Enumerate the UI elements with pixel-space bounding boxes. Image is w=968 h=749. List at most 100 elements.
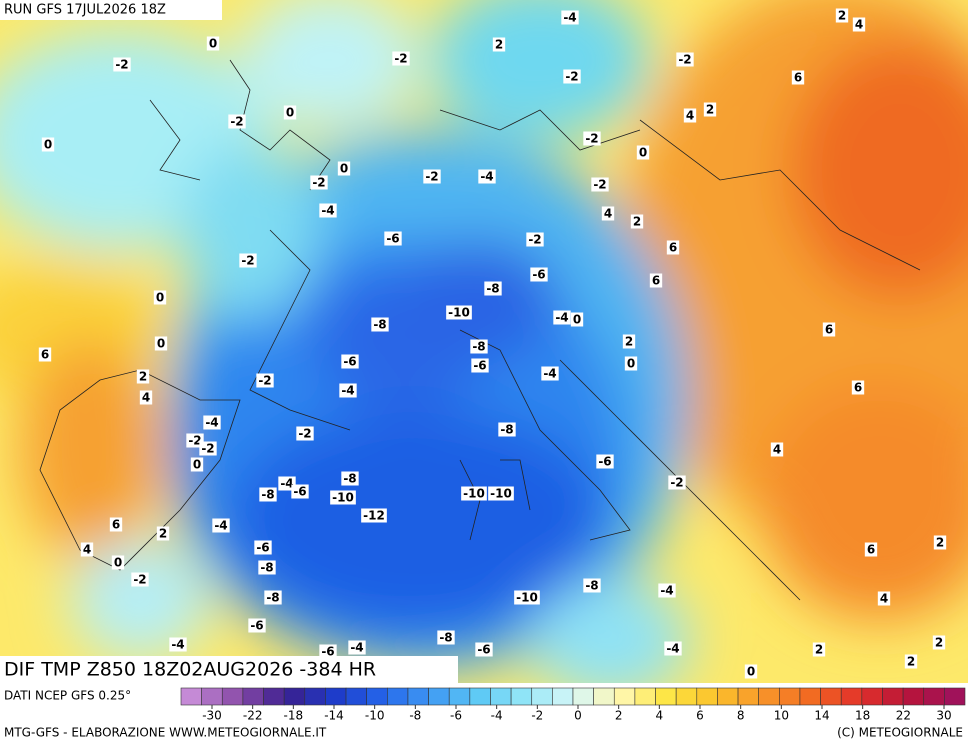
colorbar-swatch: [201, 687, 223, 706]
contour-label-bg: [492, 37, 506, 52]
contour-label-bg: [666, 240, 680, 255]
colorbar-swatch: [902, 687, 925, 706]
contour-label: 4: [855, 18, 863, 32]
contour-label-bg: [852, 17, 866, 32]
contour-label-bg: [770, 442, 784, 457]
contour-label-bg: [676, 52, 694, 67]
contour-label: -10: [490, 487, 512, 501]
contour-label: -2: [230, 115, 243, 129]
contour-label: -8: [486, 282, 499, 296]
colorbar-tick-label: 10: [774, 709, 789, 723]
contour-label: 2: [706, 103, 714, 117]
contour-label-bg: [190, 457, 204, 472]
contour-label-bg: [591, 177, 609, 192]
contour-label-bg: [341, 354, 359, 369]
contour-label-bg: [461, 486, 487, 501]
contour-label-bg: [254, 540, 272, 555]
contour-label-bg: [337, 161, 351, 176]
colorbar-swatch: [572, 687, 594, 706]
contour-label-bg: [471, 358, 489, 373]
contour-label: 0: [639, 146, 647, 160]
contour-label-bg: [498, 422, 516, 437]
contour-label-bg: [904, 654, 918, 669]
contour-label-bg: [139, 390, 153, 405]
colorbar-swatch: [655, 687, 677, 706]
contour-label: 4: [686, 109, 694, 123]
contour-label-bg: [341, 471, 359, 486]
contour-label: -6: [473, 359, 486, 373]
colorbar-swatch: [634, 687, 656, 706]
contour-label: -4: [341, 384, 354, 398]
contour-label: -6: [598, 455, 611, 469]
contour-label-bg: [264, 590, 282, 605]
contour-label-bg: [153, 290, 167, 305]
colorbar-swatch: [387, 687, 409, 706]
contour-label: -8: [500, 423, 513, 437]
colorbar-tick-label: -30: [202, 709, 222, 723]
contour-label: 0: [156, 291, 164, 305]
contour-label: -4: [350, 641, 363, 655]
colorbar-tick-label: 4: [656, 709, 664, 723]
contour-label-bg: [239, 253, 257, 268]
contour-label: -6: [477, 643, 490, 657]
contour-label: -2: [528, 233, 541, 247]
contour-label-bg: [624, 356, 638, 371]
contour-label-bg: [484, 281, 502, 296]
contour-label-bg: [248, 618, 266, 633]
colorbar-tick-label: 2: [615, 709, 623, 723]
contour-label-bg: [437, 630, 455, 645]
contour-label-bg: [791, 70, 805, 85]
contour-label-bg: [658, 583, 676, 598]
contour-label-bg: [703, 102, 717, 117]
contour-label-bg: [392, 51, 410, 66]
colorbar-swatch: [820, 687, 842, 706]
contour-label: -6: [293, 485, 306, 499]
contour-label-bg: [877, 591, 891, 606]
contour-label: -8: [585, 579, 598, 593]
map-title: DIF TMP Z850 18Z02AUG2026 -384 HR: [4, 659, 376, 681]
colorbar-tick-label: -8: [409, 709, 421, 723]
contour-label: -4: [214, 519, 227, 533]
contour-label: 2: [159, 527, 167, 541]
contour-label: 4: [83, 543, 91, 557]
contour-label-bg: [683, 108, 697, 123]
contour-label: 2: [935, 636, 943, 650]
contour-label: 0: [157, 337, 165, 351]
contour-label-bg: [38, 347, 52, 362]
contour-label: -4: [660, 584, 673, 598]
contour-label: 2: [625, 335, 633, 349]
contour-label: 0: [44, 138, 52, 152]
colorbar-tick-label: 6: [696, 709, 704, 723]
contour-label: 2: [139, 370, 147, 384]
colorbar-tick-label: 8: [737, 709, 745, 723]
contour-label-bg: [932, 635, 946, 650]
contour-label-bg: [563, 69, 581, 84]
contour-label: 2: [936, 536, 944, 550]
colorbar-swatch: [882, 687, 904, 706]
colorbar-swatch: [469, 687, 491, 706]
contour-label-bg: [384, 231, 402, 246]
contour-label-bg: [283, 105, 297, 120]
contour-label: 6: [867, 543, 875, 557]
contour-label: 0: [747, 665, 755, 679]
contour-label: 2: [633, 215, 641, 229]
contour-label-bg: [228, 114, 246, 129]
contour-label-bg: [131, 572, 149, 587]
colorbar-tick-label: -22: [243, 709, 263, 723]
contour-label: -4: [321, 204, 334, 218]
contour-label: -4: [205, 416, 218, 430]
contour-label-bg: [258, 560, 276, 575]
colorbar-swatch: [325, 687, 347, 706]
colorbar-swatch: [737, 687, 759, 706]
contour-label: -2: [201, 442, 214, 456]
contour-label: -4: [543, 367, 556, 381]
colorbar-swatch: [758, 687, 780, 706]
contour-label-bg: [361, 508, 387, 523]
contour-label-bg: [526, 232, 544, 247]
contour-label-bg: [41, 137, 55, 152]
contour-label: 2: [907, 655, 915, 669]
contour-label-bg: [330, 490, 356, 505]
contour-label-bg: [339, 383, 357, 398]
contour-label-bg: [475, 642, 493, 657]
